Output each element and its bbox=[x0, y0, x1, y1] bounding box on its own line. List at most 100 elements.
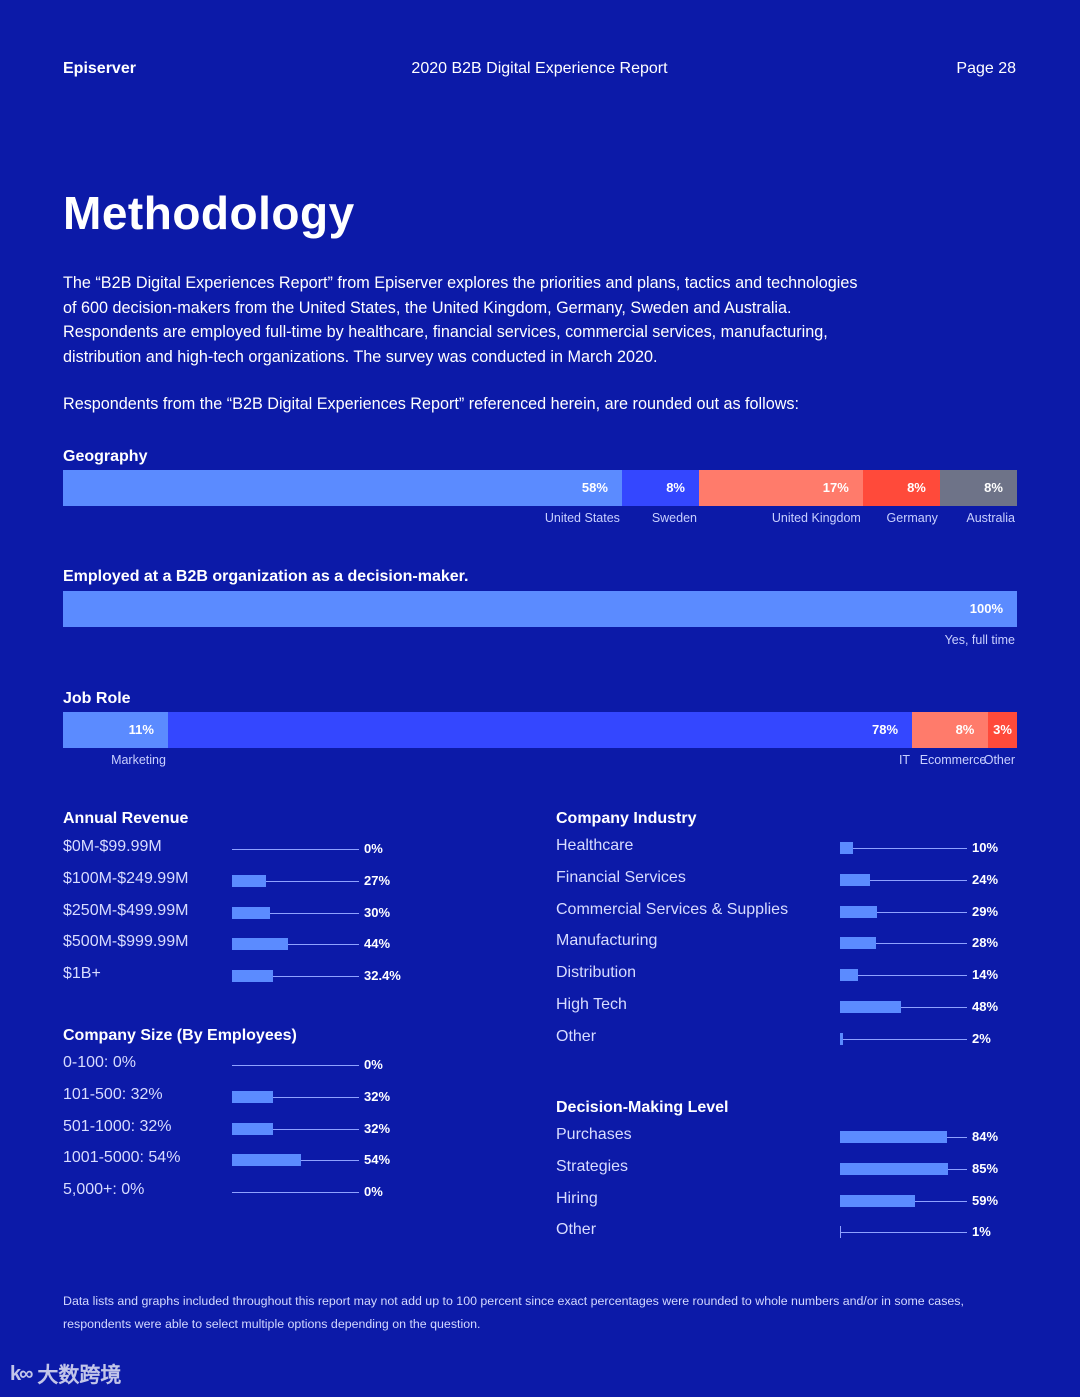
segment-label: Ecommerce bbox=[919, 753, 987, 767]
company-industry-title: Company Industry bbox=[556, 810, 697, 827]
decision-level-chart: Purchases 84% Strategies 85% Hiring 59% Other 1… bbox=[556, 1120, 1026, 1260]
row-value: 85% bbox=[972, 1160, 999, 1176]
row-bar bbox=[840, 937, 876, 950]
row-bar bbox=[232, 1122, 273, 1135]
row-track bbox=[840, 911, 967, 913]
row-track bbox=[232, 1065, 359, 1066]
watermark: k∞ 大数跨境 bbox=[10, 1359, 121, 1389]
row-bar bbox=[840, 1194, 915, 1207]
decision-level-title: Decision-Making Level bbox=[556, 1099, 729, 1116]
row-value: 0% bbox=[364, 1184, 383, 1200]
row-bar bbox=[840, 873, 871, 886]
row-label: $100M-$249.99M bbox=[63, 869, 189, 887]
row-track bbox=[840, 879, 967, 881]
row-value: 2% bbox=[972, 1030, 991, 1046]
employment-stacked-bar: 100% bbox=[63, 591, 1017, 627]
company-size-chart: 0-100: 0% 0% 101-500: 32% 32% 501-1000: 32% 3… bbox=[63, 1048, 483, 1218]
row-track bbox=[840, 1007, 967, 1008]
row-label: 0-100: 0% bbox=[63, 1054, 136, 1071]
row-track bbox=[232, 912, 359, 914]
stack-segment-other: 3% bbox=[988, 712, 1017, 748]
row-label: 501-1000: 32% bbox=[63, 1117, 172, 1135]
row-value: 32.4% bbox=[364, 968, 401, 984]
company-industry-chart: Healthcare 10% Financial Services 24% Commer… bbox=[556, 831, 1026, 1061]
row-value: 32% bbox=[364, 1120, 391, 1136]
row-5-000-0: 5,000+: 0% 0% bbox=[63, 1175, 483, 1207]
row-high-tech: High Tech 48% bbox=[556, 990, 1026, 1022]
row-label: Healthcare bbox=[556, 837, 634, 854]
segment-value: 100% bbox=[969, 601, 1003, 616]
row-value: 28% bbox=[972, 935, 999, 951]
footnote: Data lists and graphs included throughou… bbox=[63, 1294, 964, 1331]
row-bar bbox=[840, 969, 858, 982]
row-bar bbox=[232, 1154, 301, 1167]
row-track bbox=[232, 1096, 359, 1098]
page-header: Episerver 2020 B2B Digital Experience Re… bbox=[63, 60, 1016, 84]
row-label: 101-500: 32% bbox=[63, 1085, 163, 1103]
row-101-500-32: 101-500: 32% 32% bbox=[63, 1080, 483, 1112]
stack-segment-it: 78% bbox=[167, 712, 913, 748]
row-label: Purchases bbox=[556, 1126, 632, 1143]
row-value: 84% bbox=[972, 1129, 999, 1144]
row-value: 54% bbox=[364, 1152, 391, 1168]
stack-segment-ecommerce: 8% bbox=[912, 712, 989, 748]
row-label: Financial Services bbox=[556, 868, 686, 886]
row-250m-499-99m: $250M-$499.99M 30% bbox=[63, 896, 483, 928]
job-role-stacked-bar: 11% 78% 8% 3% bbox=[63, 712, 1017, 748]
row-track bbox=[840, 1232, 967, 1234]
geography-title: Geography bbox=[63, 448, 148, 465]
row-track bbox=[232, 880, 359, 882]
row-track bbox=[840, 975, 967, 977]
row-value: 1% bbox=[972, 1224, 991, 1240]
row-commercial-services-supplies: Commercial Services & Supplies 29% bbox=[556, 895, 1026, 927]
stack-segment-yes-full-time: 100% bbox=[63, 591, 1017, 627]
page-number: Page 28 bbox=[956, 60, 1016, 77]
employment-legend: Yes, full time bbox=[63, 633, 1017, 651]
row-bar bbox=[232, 970, 274, 983]
row-0m-99-99m: $0M-$99.99M 0% bbox=[63, 832, 483, 864]
segment-value: 8% bbox=[955, 722, 975, 737]
segment-label: Yes, full time bbox=[944, 633, 1015, 647]
row-label: Other bbox=[556, 1221, 597, 1239]
segment-value: 8% bbox=[984, 480, 1003, 495]
row-value: 32% bbox=[364, 1088, 391, 1104]
row-value: 14% bbox=[972, 967, 999, 983]
row-track bbox=[840, 1038, 967, 1040]
row-bar bbox=[232, 1090, 273, 1103]
row-label: High Tech bbox=[556, 996, 627, 1013]
row-value: 29% bbox=[972, 903, 999, 919]
row-label: 5,000+: 0% bbox=[63, 1181, 145, 1199]
row-label: Other bbox=[556, 1027, 597, 1045]
row-label: $0M-$99.99M bbox=[63, 838, 162, 855]
row-value: 24% bbox=[972, 871, 999, 887]
segment-value: 3% bbox=[993, 722, 1012, 737]
row-value: 0% bbox=[364, 841, 383, 856]
geography-stacked-bar: 58% 8% 17% 8% 8% bbox=[63, 470, 1017, 506]
row-label: Strategies bbox=[556, 1157, 629, 1175]
brand-name: Episerver bbox=[63, 60, 136, 77]
row-value: 27% bbox=[364, 872, 391, 888]
employment-title: Employed at a B2B organization as a deci… bbox=[63, 568, 469, 585]
row-bar bbox=[232, 906, 271, 919]
row-hiring: Hiring 59% bbox=[556, 1184, 1026, 1216]
segment-value: 78% bbox=[872, 722, 899, 737]
watermark-logo-icon: k∞ bbox=[10, 1362, 33, 1385]
geography-legend: United States Sweden United Kingdom Germany… bbox=[63, 511, 1017, 529]
segment-label: IT bbox=[898, 753, 911, 767]
intro-paragraph: The “B2B Digital Experiences Report” fro… bbox=[63, 274, 858, 366]
annual-revenue-title: Annual Revenue bbox=[63, 810, 189, 827]
row-bar bbox=[840, 1032, 843, 1045]
job-role-legend: Marketing IT Ecommerce Other bbox=[63, 753, 1017, 771]
row-other: Other 2% bbox=[556, 1022, 1026, 1054]
row-bar bbox=[840, 1162, 948, 1175]
row-value: 59% bbox=[972, 1192, 999, 1208]
row-manufacturing: Manufacturing 28% bbox=[556, 926, 1026, 958]
row-value: 30% bbox=[364, 904, 391, 920]
row-value: 0% bbox=[364, 1057, 383, 1072]
stack-segment-marketing: 11% bbox=[63, 712, 168, 748]
annual-revenue-chart: $0M-$99.99M 0% $100M-$249.99M 27% $250M-$499… bbox=[63, 832, 483, 1002]
row-bar bbox=[840, 842, 853, 854]
row-label: Commercial Services & Supplies bbox=[556, 900, 789, 918]
row-label: 1001-5000: 54% bbox=[63, 1149, 181, 1167]
company-size-title: Company Size (By Employees) bbox=[63, 1027, 297, 1044]
